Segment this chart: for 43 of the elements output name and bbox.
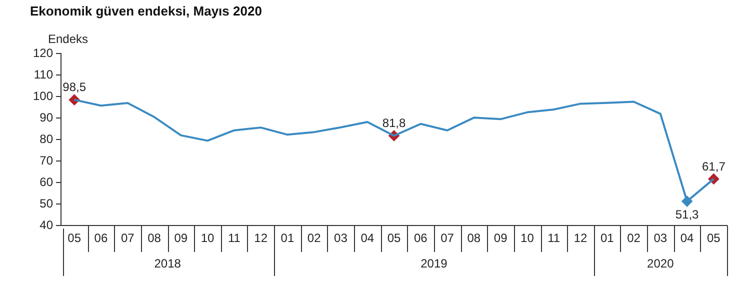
text: 2020 (647, 256, 674, 270)
x-tick-label: 03 (654, 231, 668, 246)
y-tick-label: 40 (40, 218, 54, 232)
y-tick-label: 110 (34, 67, 54, 82)
x-tick-label: 02 (307, 231, 322, 246)
x-tick-label: 12 (574, 231, 588, 246)
y-tick-label: 90 (40, 110, 54, 124)
x-tick-label: 10 (520, 231, 534, 246)
x-tick-label: 04 (360, 231, 374, 246)
x-tick-label: 05 (387, 231, 402, 246)
x-tick-label: 01 (600, 231, 614, 246)
y-tick-label: 120 (32, 46, 54, 60)
x-tick-label: 06 (414, 231, 428, 246)
x-tick-label: 09 (174, 231, 188, 246)
x-tick-label: 11 (228, 231, 241, 246)
y-tick-label: 70 (40, 153, 54, 168)
data-label: 51,3 (675, 208, 700, 222)
y-tick-label: 80 (40, 132, 54, 146)
x-tick-label: 07 (440, 231, 454, 246)
x-tick-label: 05 (68, 231, 82, 246)
x-tick-label: 10 (200, 231, 215, 246)
x-tick-label: 08 (467, 231, 481, 246)
x-tick-label: 12 (254, 231, 268, 246)
x-tick-label: 01 (280, 231, 294, 246)
text: 2018 (154, 256, 182, 270)
data-label: 98,5 (62, 80, 86, 94)
x-tick-label: 11 (548, 231, 560, 246)
x-tick-label: 07 (120, 231, 135, 246)
chart-title: Ekonomik güven endeksi, Mayıs 2020 (30, 3, 262, 18)
data-label: 81,8 (382, 116, 406, 130)
y-tick-label: 50 (40, 196, 54, 210)
x-tick-label: 02 (627, 231, 641, 246)
x-tick-label: 05 (707, 231, 721, 246)
y-tick-label: 100 (32, 88, 54, 103)
x-tick-label: 06 (94, 231, 108, 246)
x-tick-label: 04 (680, 231, 694, 246)
y-axis-title: Endeks (48, 32, 88, 46)
x-tick-label: 09 (494, 231, 508, 246)
y-tick-label: 60 (40, 174, 54, 189)
text: 2019 (420, 256, 448, 270)
x-tick-label: 03 (334, 231, 348, 246)
x-tick-label: 08 (148, 231, 162, 246)
data-label: 61,7 (702, 159, 726, 174)
